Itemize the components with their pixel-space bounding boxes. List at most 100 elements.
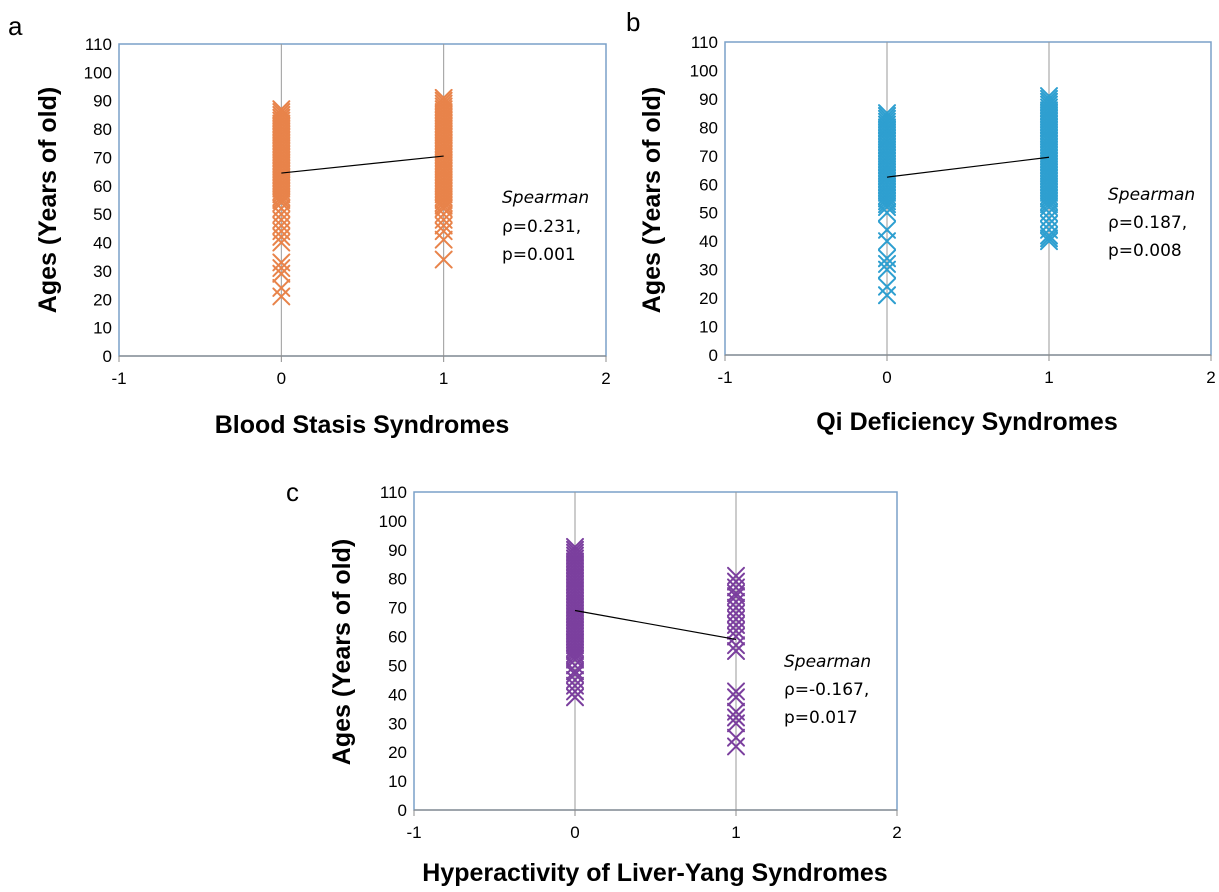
y-tick-label: 30 (699, 261, 718, 280)
panel-b-x-axis-title: Qi Deficiency Syndromes (816, 408, 1118, 436)
y-tick-label: 100 (690, 61, 718, 80)
data-point (272, 100, 291, 119)
panel-c-letter: c (286, 477, 299, 507)
y-tick-label: 110 (380, 483, 407, 502)
y-tick-label: 60 (93, 177, 112, 196)
x-tick-label: 1 (439, 369, 448, 388)
data-point (878, 112, 896, 131)
y-tick-label: 10 (699, 318, 718, 337)
panel-c-stat-title: Spearman (784, 652, 871, 672)
data-point (727, 587, 745, 606)
x-tick-label: 0 (882, 368, 891, 387)
panel-c-y-axis-title: Ages (Years of old) (328, 539, 356, 765)
y-tick-label: 70 (388, 599, 407, 618)
data-point (434, 88, 453, 107)
x-tick-label: 0 (570, 823, 579, 842)
panel-b-plot-area (724, 41, 1212, 356)
data-point (878, 109, 896, 128)
x-tick-label: -1 (717, 368, 732, 387)
panel-a-x-axis-title: Blood Stasis Syndromes (215, 411, 510, 439)
panel-b-letter: b (626, 7, 640, 37)
data-point (727, 592, 745, 611)
data-point (878, 254, 896, 273)
y-tick-label: 100 (84, 63, 112, 82)
data-point (566, 540, 584, 559)
y-tick-label: 30 (388, 714, 407, 733)
data-point (272, 253, 291, 272)
x-tick-label: 0 (277, 369, 286, 388)
data-point (878, 286, 896, 305)
data-point (727, 682, 745, 701)
data-point (1040, 95, 1058, 114)
panel-a-y-axis-title: Ages (Years of old) (34, 87, 62, 313)
data-point (272, 278, 291, 297)
y-tick-label: 10 (93, 319, 112, 338)
y-tick-label: 70 (699, 147, 718, 166)
panel-b-stat-title: Spearman (1108, 185, 1195, 205)
data-point (878, 104, 896, 123)
data-point (878, 106, 896, 125)
x-tick-label: 2 (601, 369, 610, 388)
data-point (727, 642, 745, 660)
data-point (727, 688, 745, 707)
y-tick-label: 90 (699, 90, 718, 109)
x-tick-label: 1 (731, 823, 740, 842)
data-point (272, 105, 291, 124)
y-tick-label: 60 (699, 175, 718, 194)
y-tick-label: 50 (388, 656, 407, 675)
data-point (727, 708, 745, 727)
data-point (272, 287, 291, 306)
y-tick-label: 80 (93, 120, 112, 139)
data-point (1040, 92, 1058, 111)
data-point (727, 702, 745, 721)
data-point (434, 230, 453, 249)
data-point (727, 566, 745, 585)
data-point (566, 665, 584, 684)
y-tick-label: 0 (398, 801, 407, 820)
data-point (434, 97, 453, 116)
data-point (434, 250, 453, 269)
y-tick-label: 20 (93, 290, 112, 309)
data-point (727, 728, 745, 747)
data-point (566, 543, 584, 562)
y-tick-label: 100 (379, 512, 407, 531)
panel-b-stat-p: p=0.008 (1108, 241, 1182, 261)
panel-c-stat-rho: ρ=-0.167, (784, 680, 869, 700)
panel-a-stat-rho: ρ=0.231, (502, 217, 581, 237)
data-point (1040, 87, 1058, 106)
data-point (272, 259, 291, 278)
data-point (566, 537, 584, 556)
data-point (1040, 89, 1058, 108)
data-point (566, 670, 584, 689)
data-point (727, 572, 745, 591)
panel-a-letter: a (8, 11, 23, 41)
panel-c-plot-area (413, 491, 898, 811)
y-tick-label: 0 (709, 346, 718, 365)
data-point (1040, 229, 1058, 248)
trend-line (281, 155, 444, 174)
x-tick-label: -1 (406, 823, 421, 842)
data-point (272, 108, 291, 127)
x-tick-label: 1 (1044, 368, 1053, 387)
y-tick-label: 10 (388, 772, 407, 791)
trend-line (886, 156, 1050, 178)
panel-b-stat-rho: ρ=0.187, (1108, 213, 1187, 233)
panel-a-stat-p: p=0.001 (502, 245, 576, 265)
y-tick-label: 40 (388, 685, 407, 704)
y-tick-label: 90 (93, 92, 112, 111)
y-tick-label: 110 (691, 33, 718, 52)
data-point (878, 249, 896, 268)
data-point (727, 737, 745, 756)
panel-b-y-axis-title: Ages (Years of old) (638, 87, 666, 313)
data-point (878, 277, 896, 296)
y-tick-label: 70 (93, 148, 112, 167)
trend-line (574, 609, 737, 641)
y-tick-label: 50 (93, 205, 112, 224)
y-tick-label: 80 (699, 118, 718, 137)
data-point (434, 91, 453, 110)
